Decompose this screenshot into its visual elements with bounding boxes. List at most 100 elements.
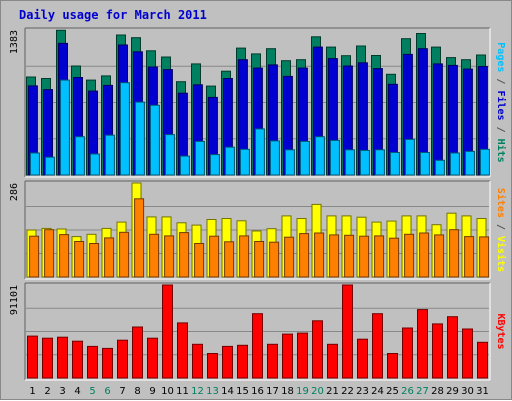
bar-sites-day-19	[299, 233, 310, 278]
bar-kbytes-day-14	[222, 345, 233, 379]
bar-kbytes-day-8	[132, 326, 143, 379]
x-tick-label: 3	[59, 386, 65, 397]
bar-sites-day-7	[119, 231, 130, 278]
x-tick-label: 25	[386, 386, 399, 397]
bar-pages-day-10	[164, 134, 175, 176]
bar-kbytes-day-26	[402, 327, 413, 379]
x-tick-label: 5	[89, 386, 95, 397]
x-tick-label: 11	[176, 386, 189, 397]
x-tick-label: 4	[74, 386, 80, 397]
bar-pages-day-19	[299, 140, 310, 176]
bar-pages-day-12	[194, 140, 205, 176]
bar-kbytes-day-20	[312, 320, 323, 379]
bar-pages-day-3	[59, 79, 70, 176]
bar-pages-day-11	[179, 155, 190, 176]
chart-title: Daily usage for March 2011	[19, 8, 207, 22]
side-legend-part: /	[495, 121, 506, 139]
y-max-label: 1383	[9, 30, 20, 54]
bar-pages-day-9	[149, 104, 160, 176]
x-tick-label: 8	[134, 386, 140, 397]
bar-sites-day-3	[59, 234, 70, 278]
side-legend-part: Visits	[495, 236, 507, 272]
side-legend-part: /	[495, 72, 506, 90]
x-tick-label: 20	[311, 386, 324, 397]
x-tick-label: 24	[371, 386, 384, 397]
bar-sites-day-8	[134, 198, 145, 278]
bar-sites-day-4	[74, 241, 85, 278]
bar-sites-day-21	[329, 234, 340, 278]
side-legend-part: Files	[495, 90, 507, 120]
bar-sites-day-11	[179, 232, 190, 278]
bar-kbytes-day-12	[192, 343, 203, 379]
bar-kbytes-day-18	[282, 333, 293, 379]
x-tick-label: 13	[206, 386, 219, 397]
bar-kbytes-day-10	[162, 284, 173, 379]
y-max-label: 91101	[9, 285, 20, 315]
x-tick-label: 22	[341, 386, 354, 397]
x-tick-label: 21	[326, 386, 339, 397]
x-tick-label: 27	[416, 386, 429, 397]
bar-sites-day-2	[44, 229, 55, 278]
x-tick-label: 31	[476, 386, 489, 397]
bar-kbytes-day-11	[177, 322, 188, 379]
bar-pages-day-2	[44, 156, 55, 176]
bar-sites-day-15	[239, 235, 250, 278]
x-tick-label: 12	[191, 386, 204, 397]
bar-pages-day-27	[419, 152, 430, 176]
side-legend-part: /	[495, 218, 506, 236]
bar-sites-day-6	[104, 237, 115, 278]
bar-sites-day-1	[29, 235, 40, 278]
bar-sites-day-13	[209, 235, 220, 278]
bar-pages-day-8	[134, 101, 145, 176]
bar-kbytes-day-21	[327, 343, 338, 379]
bar-sites-day-20	[314, 232, 325, 278]
bar-kbytes-day-9	[147, 337, 158, 379]
x-tick-label: 17	[266, 386, 279, 397]
y-max-label: 286	[9, 183, 20, 201]
side-legend-part: Pages	[495, 42, 506, 72]
x-tick-label: 30	[461, 386, 474, 397]
bar-pages-day-18	[284, 149, 295, 176]
bar-pages-day-20	[314, 136, 325, 176]
bar-kbytes-day-7	[117, 339, 128, 379]
bar-sites-day-28	[434, 234, 445, 278]
bar-files-day-28	[432, 63, 443, 176]
bar-sites-day-29	[449, 229, 460, 278]
bar-sites-day-12	[194, 243, 205, 278]
side-legend-part: Sites	[495, 188, 507, 218]
bar-sites-day-10	[164, 235, 175, 278]
bar-sites-day-25	[389, 237, 400, 278]
bar-sites-day-23	[359, 235, 370, 278]
bar-sites-day-31	[479, 236, 490, 278]
bar-pages-day-5	[89, 153, 100, 176]
bar-kbytes-day-31	[477, 341, 488, 379]
x-tick-label: 14	[221, 386, 234, 397]
x-tick-label: 6	[104, 386, 110, 397]
bar-kbytes-day-30	[462, 328, 473, 379]
bar-pages-day-4	[74, 136, 85, 176]
side-legend: Sites / Visits	[495, 188, 507, 272]
x-tick-label: 10	[161, 386, 174, 397]
bar-kbytes-day-15	[237, 344, 248, 379]
x-tick-label: 9	[149, 386, 155, 397]
bar-kbytes-day-25	[387, 353, 398, 379]
side-legend-part: KBytes	[495, 313, 506, 349]
bar-kbytes-day-5	[87, 345, 98, 379]
bar-sites-day-16	[254, 241, 265, 278]
bar-pages-day-17	[269, 140, 280, 176]
bar-kbytes-day-29	[447, 316, 458, 379]
bar-sites-day-5	[89, 243, 100, 278]
x-tick-label: 16	[251, 386, 264, 397]
bar-kbytes-day-1	[27, 335, 38, 379]
bar-sites-day-26	[404, 233, 415, 278]
x-tick-label: 18	[281, 386, 294, 397]
bar-sites-day-17	[269, 241, 280, 278]
bar-kbytes-day-27	[417, 309, 428, 379]
x-tick-label: 7	[119, 386, 125, 397]
x-tick-label: 15	[236, 386, 249, 397]
x-tick-label: 29	[446, 386, 459, 397]
bar-pages-day-28	[434, 159, 445, 176]
bar-sites-day-9	[149, 233, 160, 278]
bar-pages-day-31	[479, 148, 490, 176]
